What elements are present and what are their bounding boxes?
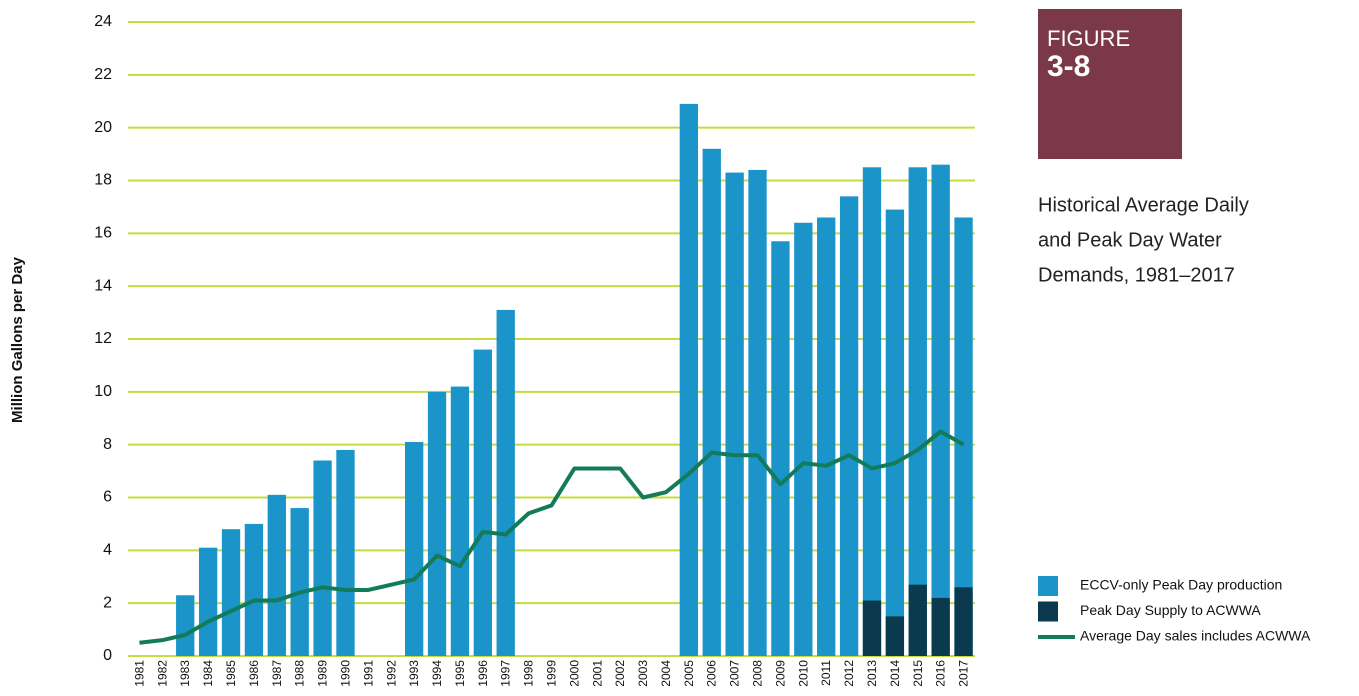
bar xyxy=(794,222,813,656)
x-tick-label: 2005 xyxy=(682,660,696,687)
x-tick-label: 2011 xyxy=(819,660,833,686)
bar xyxy=(702,148,721,657)
bar xyxy=(931,597,950,656)
x-tick-label: 1998 xyxy=(522,660,536,687)
bar xyxy=(908,167,927,656)
figure-label: FIGURE xyxy=(1047,26,1130,51)
bar xyxy=(679,103,699,657)
x-tick-label: 2007 xyxy=(728,660,742,687)
x-tick-label: 1999 xyxy=(545,660,559,687)
x-tick-label: 1997 xyxy=(499,660,513,687)
bar xyxy=(267,494,286,656)
x-tick-label: 1990 xyxy=(338,660,352,687)
bar xyxy=(336,449,355,656)
x-tick-label: 2013 xyxy=(865,660,879,687)
bar xyxy=(313,460,332,656)
x-tick-label: 2008 xyxy=(751,660,765,687)
bar xyxy=(473,349,492,656)
title-line: and Peak Day Water xyxy=(1038,229,1222,251)
legend-swatch xyxy=(1038,601,1058,622)
title-line: Demands, 1981–2017 xyxy=(1038,264,1235,286)
bar xyxy=(748,169,767,656)
title-line: Historical Average Daily xyxy=(1038,194,1249,216)
y-axis-label: Million Gallons per Day xyxy=(9,256,26,423)
bar xyxy=(725,172,744,656)
x-tick-label: 2015 xyxy=(911,660,925,687)
x-tick-label: 1993 xyxy=(407,660,421,687)
x-tick-label: 1992 xyxy=(384,660,398,687)
legend-label: Average Day sales includes ACWWA xyxy=(1080,628,1311,644)
x-tick-label: 1991 xyxy=(361,660,375,687)
x-tick-label: 2002 xyxy=(613,660,627,687)
bar xyxy=(817,217,836,656)
legend-label: ECCV-only Peak Day production xyxy=(1080,577,1282,593)
x-tick-label: 1984 xyxy=(201,660,215,687)
bar xyxy=(931,164,950,656)
bar xyxy=(771,241,790,656)
bar xyxy=(954,217,973,656)
x-tick-label: 2001 xyxy=(590,660,604,687)
y-tick-label: 6 xyxy=(103,489,112,506)
bar xyxy=(954,587,973,656)
x-tick-label: 1996 xyxy=(476,660,490,687)
x-tick-label: 1985 xyxy=(224,660,238,687)
bar xyxy=(290,508,309,656)
bar xyxy=(885,209,905,656)
y-tick-label: 14 xyxy=(94,277,112,294)
y-tick-label: 16 xyxy=(94,225,112,242)
y-tick-label: 22 xyxy=(94,66,112,83)
legend-label: Peak Day Supply to ACWWA xyxy=(1080,602,1261,618)
x-tick-label: 2009 xyxy=(773,660,787,687)
x-tick-label: 1982 xyxy=(155,660,169,687)
figure-box xyxy=(1038,9,1182,159)
y-tick-label: 18 xyxy=(94,172,112,189)
line xyxy=(139,429,965,645)
x-tick-label: 2012 xyxy=(842,660,856,687)
x-tick-label: 2014 xyxy=(888,660,902,687)
bar xyxy=(839,196,859,656)
x-tick-label: 1988 xyxy=(293,660,307,687)
x-tick-label: 1989 xyxy=(316,660,330,687)
x-tick-label: 1987 xyxy=(270,660,284,687)
x-tick-label: 2004 xyxy=(659,660,673,687)
bar xyxy=(404,442,424,656)
bar xyxy=(885,616,905,656)
x-tick-label: 2003 xyxy=(636,660,650,687)
x-tick-label: 2000 xyxy=(567,660,581,687)
bar xyxy=(450,386,470,656)
bar xyxy=(862,600,882,656)
legend-swatch xyxy=(1038,576,1058,596)
x-tick-label: 2010 xyxy=(796,660,810,687)
bar xyxy=(908,584,927,656)
x-tick-label: 1983 xyxy=(178,660,192,687)
x-tick-label: 1994 xyxy=(430,660,444,687)
y-tick-label: 8 xyxy=(103,436,112,453)
x-tick-label: 1981 xyxy=(132,660,146,687)
x-tick-label: 1995 xyxy=(453,660,467,687)
bar xyxy=(198,547,218,656)
bar xyxy=(244,523,264,656)
bar xyxy=(862,167,882,656)
y-tick-label: 2 xyxy=(103,594,112,611)
bar xyxy=(427,391,447,656)
y-tick-label: 10 xyxy=(94,383,112,400)
bar xyxy=(496,309,515,656)
y-tick-label: 0 xyxy=(103,647,112,664)
y-tick-label: 4 xyxy=(103,542,112,559)
x-tick-label: 2006 xyxy=(705,660,719,687)
y-tick-label: 20 xyxy=(94,119,112,136)
bar xyxy=(176,595,195,656)
bar xyxy=(221,529,241,656)
y-tick-label: 12 xyxy=(94,330,112,347)
figure-number: 3-8 xyxy=(1047,50,1090,83)
y-tick-label: 24 xyxy=(94,13,112,30)
x-tick-label: 1986 xyxy=(247,660,261,687)
x-tick-label: 2016 xyxy=(934,660,948,687)
x-tick-label: 2017 xyxy=(957,660,971,687)
